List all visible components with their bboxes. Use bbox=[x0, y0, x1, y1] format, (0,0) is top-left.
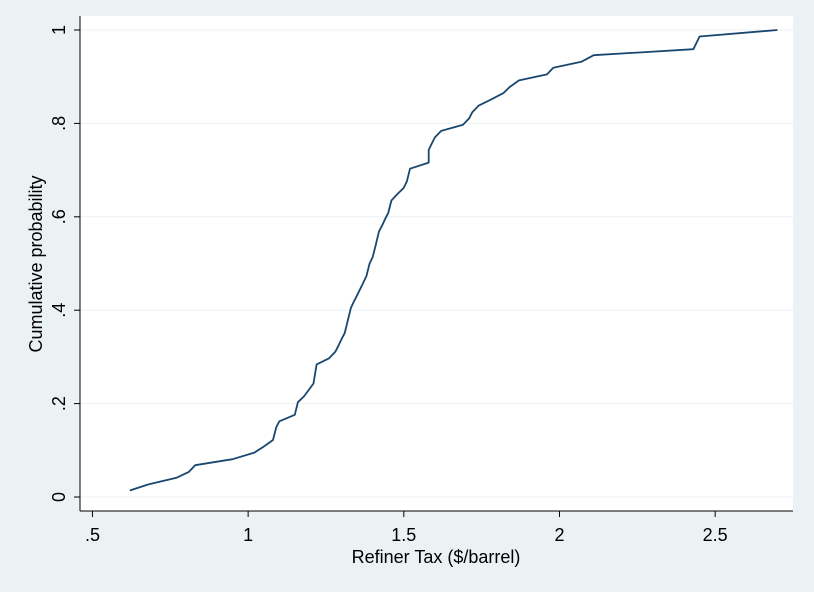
cumulative-probability-line bbox=[129, 29, 778, 492]
y-axis-ticks: 0 .2 .4 .6 .8 1 bbox=[49, 25, 80, 502]
x-tick-label: 1.5 bbox=[391, 525, 416, 545]
x-tick-label: .5 bbox=[85, 525, 100, 545]
x-tick-label: 1 bbox=[243, 525, 253, 545]
y-tick-label: .4 bbox=[49, 303, 69, 318]
gridlines bbox=[80, 29, 793, 498]
x-tick-label: 2.5 bbox=[703, 525, 728, 545]
x-tick-label: 2 bbox=[554, 525, 564, 545]
y-axis-title: Cumulative probability bbox=[26, 175, 46, 352]
y-tick-label: .2 bbox=[49, 396, 69, 411]
x-axis-ticks: .5 1 1.5 2 2.5 bbox=[85, 511, 728, 545]
y-tick-label: .8 bbox=[49, 116, 69, 131]
x-axis-title: Refiner Tax ($/barrel) bbox=[352, 547, 521, 567]
y-tick-label: 1 bbox=[49, 25, 69, 35]
plot-area bbox=[80, 16, 793, 511]
y-tick-label: 0 bbox=[49, 492, 69, 502]
y-tick-label: .6 bbox=[49, 209, 69, 224]
